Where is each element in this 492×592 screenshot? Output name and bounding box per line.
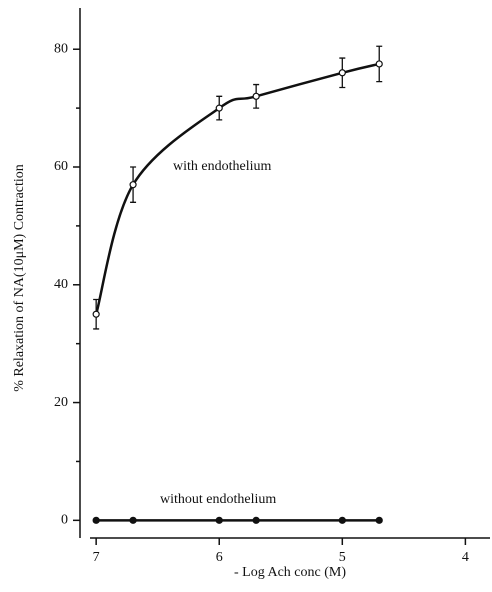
data-point [129, 516, 137, 524]
series-label: with endothelium [173, 159, 271, 174]
data-point [375, 516, 383, 524]
x-tick-label: 4 [462, 550, 469, 565]
data-point [129, 181, 137, 189]
data-point [252, 516, 260, 524]
data-point [215, 516, 223, 524]
y-tick-label: 20 [54, 395, 68, 410]
x-tick-label: 7 [93, 550, 100, 565]
data-point [338, 69, 346, 77]
data-point [92, 310, 100, 318]
x-axis-label: - Log Ach conc (M) [234, 565, 346, 580]
data-point [375, 60, 383, 68]
data-point [215, 104, 223, 112]
y-tick-label: 80 [54, 41, 68, 56]
x-tick-label: 5 [339, 550, 346, 565]
data-point [338, 516, 346, 524]
data-point [252, 92, 260, 100]
y-tick-label: 60 [54, 159, 68, 174]
series-label: without endothelium [160, 492, 276, 507]
data-point [92, 516, 100, 524]
x-tick-label: 6 [216, 550, 223, 565]
series-line [94, 62, 380, 315]
y-axis-label: % Relaxation of NA(10μM) Contraction [12, 164, 27, 392]
y-tick-label: 0 [61, 513, 68, 528]
y-tick-label: 40 [54, 277, 68, 292]
